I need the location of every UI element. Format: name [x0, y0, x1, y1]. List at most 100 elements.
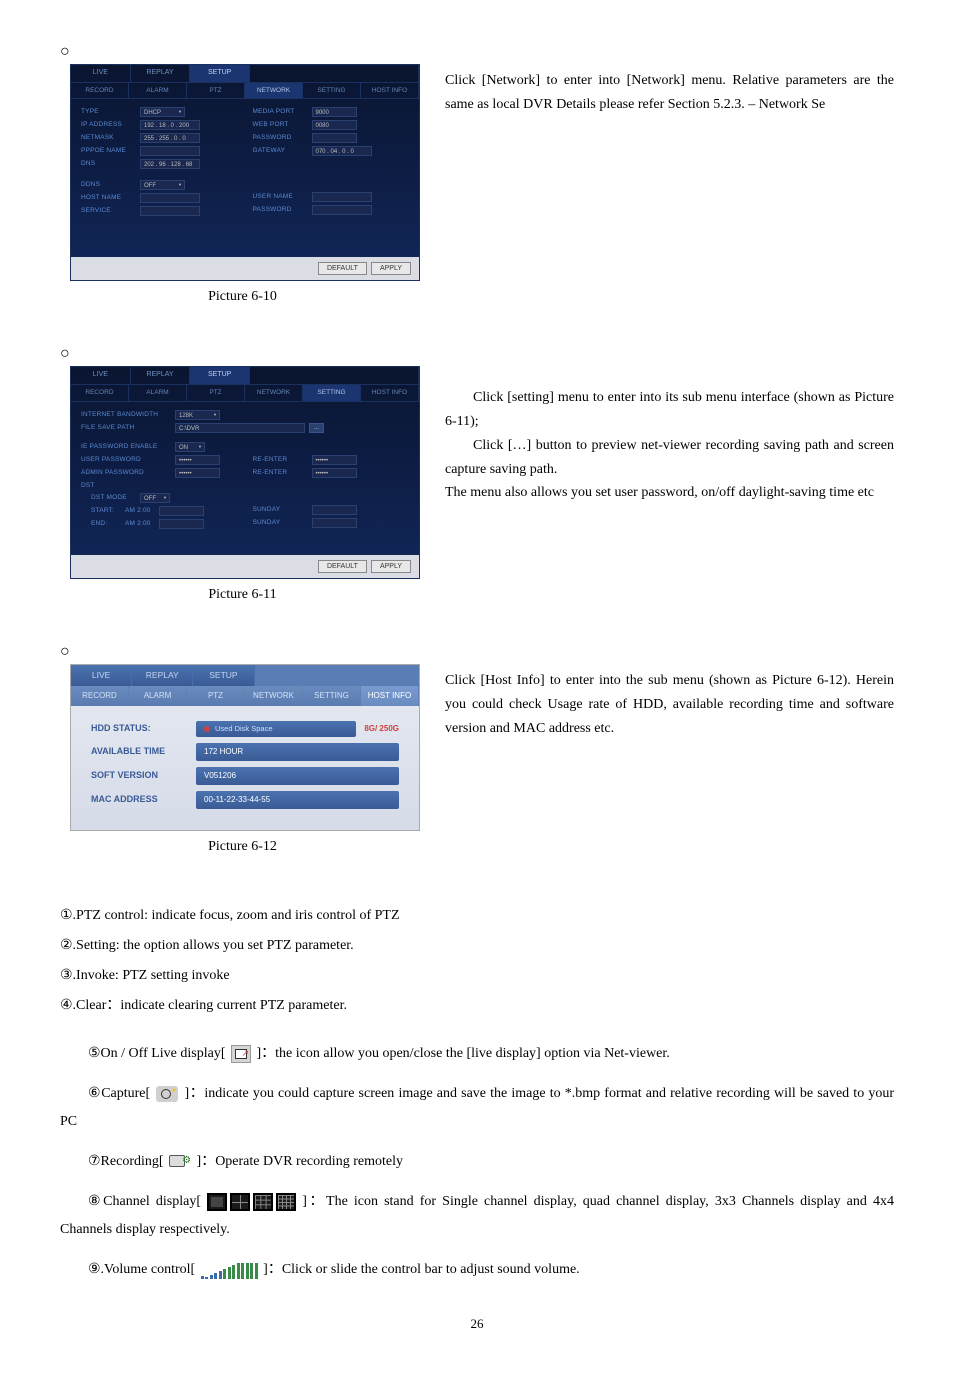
- default-button[interactable]: DEFAULT: [318, 262, 367, 275]
- network-description: Click [Network] to enter into [Network] …: [445, 69, 894, 117]
- bullet-3: ○: [60, 640, 70, 664]
- host-input[interactable]: [140, 193, 200, 203]
- hi-tab-setup[interactable]: SETUP: [193, 665, 254, 686]
- userpw-input[interactable]: ••••••: [175, 455, 220, 465]
- hi-subtab-network[interactable]: NETWORK: [245, 686, 303, 706]
- ip-input[interactable]: 192 . 18 . 0 . 200: [140, 120, 200, 130]
- end-day-input[interactable]: [312, 518, 357, 528]
- subtab-record-2[interactable]: RECORD: [71, 385, 129, 401]
- tab-live-2[interactable]: LIVE: [71, 367, 131, 384]
- start-time: AM 2:00: [125, 506, 155, 516]
- tab-replay-2[interactable]: REPLAY: [131, 367, 191, 384]
- start-input[interactable]: [159, 506, 204, 516]
- apply-button[interactable]: APPLY: [371, 262, 411, 275]
- dns-label: DNS: [81, 159, 136, 169]
- mac-label: MAC ADDRESS: [91, 793, 196, 807]
- hdd-bar: Used Disk Space: [196, 721, 356, 737]
- subtab-setting-2[interactable]: SETTING: [303, 385, 361, 401]
- ip-label: IP ADDRESS: [81, 120, 136, 130]
- tab-setup-2[interactable]: SETUP: [190, 367, 250, 384]
- hdd-side: 8G/ 250G: [364, 723, 399, 735]
- browse-button[interactable]: ...: [309, 423, 324, 433]
- adminpw-input[interactable]: ••••••: [175, 468, 220, 478]
- savepath-label: FILE SAVE PATH: [81, 423, 171, 433]
- ddns-select[interactable]: OFF: [140, 180, 185, 190]
- avail-value: 172 HOUR: [196, 743, 399, 761]
- host-label: HOST NAME: [81, 193, 136, 203]
- tab-setup[interactable]: SETUP: [190, 65, 250, 82]
- reenter1-label: RE-ENTER: [253, 455, 308, 465]
- tab-replay[interactable]: REPLAY: [131, 65, 191, 82]
- live-display-icon: [231, 1045, 251, 1063]
- grid-9-icon: [253, 1193, 273, 1211]
- start-day-input[interactable]: [312, 505, 357, 515]
- recording-line: ⑦Recording[ ]：Operate DVR recording remo…: [60, 1148, 894, 1176]
- mac-value: 00-11-22-33-44-55: [196, 791, 399, 809]
- setting-desc-3: The menu also allows you set user passwo…: [445, 481, 894, 505]
- end-input[interactable]: [159, 519, 204, 529]
- hi-tab-live[interactable]: LIVE: [71, 665, 132, 686]
- volume-line: ⑨.Volume control[ ]：Click or slide the c…: [60, 1256, 894, 1284]
- subtab-hostinfo[interactable]: HOST INFO: [361, 83, 419, 99]
- capture-line: ⑥Capture[ ]：indicate you could capture s…: [60, 1080, 894, 1136]
- channel-display-icons: [207, 1193, 296, 1211]
- netmask-input[interactable]: 255 . 255 . 0 . 0: [140, 133, 200, 143]
- subtab-setting[interactable]: SETTING: [303, 83, 361, 99]
- dst-label: DST: [81, 481, 136, 491]
- hi-tab-replay[interactable]: REPLAY: [132, 665, 193, 686]
- username-input[interactable]: [312, 192, 372, 202]
- type-label: TYPE: [81, 107, 136, 117]
- hi-subtab-setting[interactable]: SETTING: [303, 686, 361, 706]
- netmask-label: NETMASK: [81, 133, 136, 143]
- password-label: PASSWORD: [253, 133, 308, 143]
- hi-subtab-ptz[interactable]: PTZ: [187, 686, 245, 706]
- password2-input[interactable]: [312, 205, 372, 215]
- record-icon: [169, 1153, 191, 1171]
- subtab-hostinfo-2[interactable]: HOST INFO: [361, 385, 419, 401]
- pppoe-input[interactable]: [140, 146, 200, 156]
- tab-live[interactable]: LIVE: [71, 65, 131, 82]
- web-label: WEB PORT: [253, 120, 308, 130]
- iepw-select[interactable]: ON: [175, 442, 205, 452]
- hi-subtab-alarm[interactable]: ALARM: [129, 686, 187, 706]
- web-input[interactable]: 0080: [312, 120, 357, 130]
- bandwidth-label: INTERNET BANDWIDTH: [81, 410, 171, 420]
- subtab-alarm[interactable]: ALARM: [129, 83, 187, 99]
- subtab-alarm-2[interactable]: ALARM: [129, 385, 187, 401]
- reenter2-input[interactable]: ••••••: [312, 468, 357, 478]
- subtab-network[interactable]: NETWORK: [245, 83, 303, 99]
- hi-subtab-hostinfo[interactable]: HOST INFO: [361, 686, 419, 706]
- grid-4-icon: [230, 1193, 250, 1211]
- media-input[interactable]: 9000: [312, 107, 357, 117]
- dns-input[interactable]: 202 . 96 . 128 . 68: [140, 159, 200, 169]
- subtab-record[interactable]: RECORD: [71, 83, 129, 99]
- bullet-1: ○: [60, 40, 70, 64]
- apply-button-2[interactable]: APPLY: [371, 560, 411, 573]
- username-label: USER NAME: [253, 192, 308, 202]
- reenter1-input[interactable]: ••••••: [312, 455, 357, 465]
- service-input[interactable]: [140, 206, 200, 216]
- subtab-network-2[interactable]: NETWORK: [245, 385, 303, 401]
- hostinfo-desc: Click [Host Info] to enter into the sub …: [445, 669, 894, 740]
- bullet-2: ○: [60, 342, 70, 366]
- gateway-input[interactable]: 070 . 04 . 0 . 0: [312, 146, 372, 156]
- subtab-ptz-2[interactable]: PTZ: [187, 385, 245, 401]
- grid-1-icon: [207, 1193, 227, 1211]
- service-label: SERVICE: [81, 206, 136, 216]
- channel-display-line: ⑧Channel display[ ]：The icon stand for S…: [60, 1188, 894, 1244]
- live-display-line: ⑤On / Off Live display[ ]：the icon allow…: [60, 1040, 894, 1068]
- type-select[interactable]: DHCP: [140, 107, 185, 117]
- ptz-invoke-text: ③.Invoke: PTZ setting invoke: [60, 962, 894, 990]
- bandwidth-select[interactable]: 128K: [175, 410, 220, 420]
- capture-icon: [156, 1086, 178, 1102]
- page-number: 26: [60, 1314, 894, 1334]
- soft-value: V051206: [196, 767, 399, 785]
- default-button-2[interactable]: DEFAULT: [318, 560, 367, 573]
- dstmode-select[interactable]: OFF: [140, 493, 170, 503]
- setting-desc-1: Click [setting] menu to enter into its s…: [445, 386, 894, 434]
- subtab-ptz[interactable]: PTZ: [187, 83, 245, 99]
- dstmode-label: DST MODE: [81, 493, 136, 503]
- password-input[interactable]: [312, 133, 357, 143]
- hi-subtab-record[interactable]: RECORD: [71, 686, 129, 706]
- savepath-input[interactable]: C:\DVR: [175, 423, 305, 433]
